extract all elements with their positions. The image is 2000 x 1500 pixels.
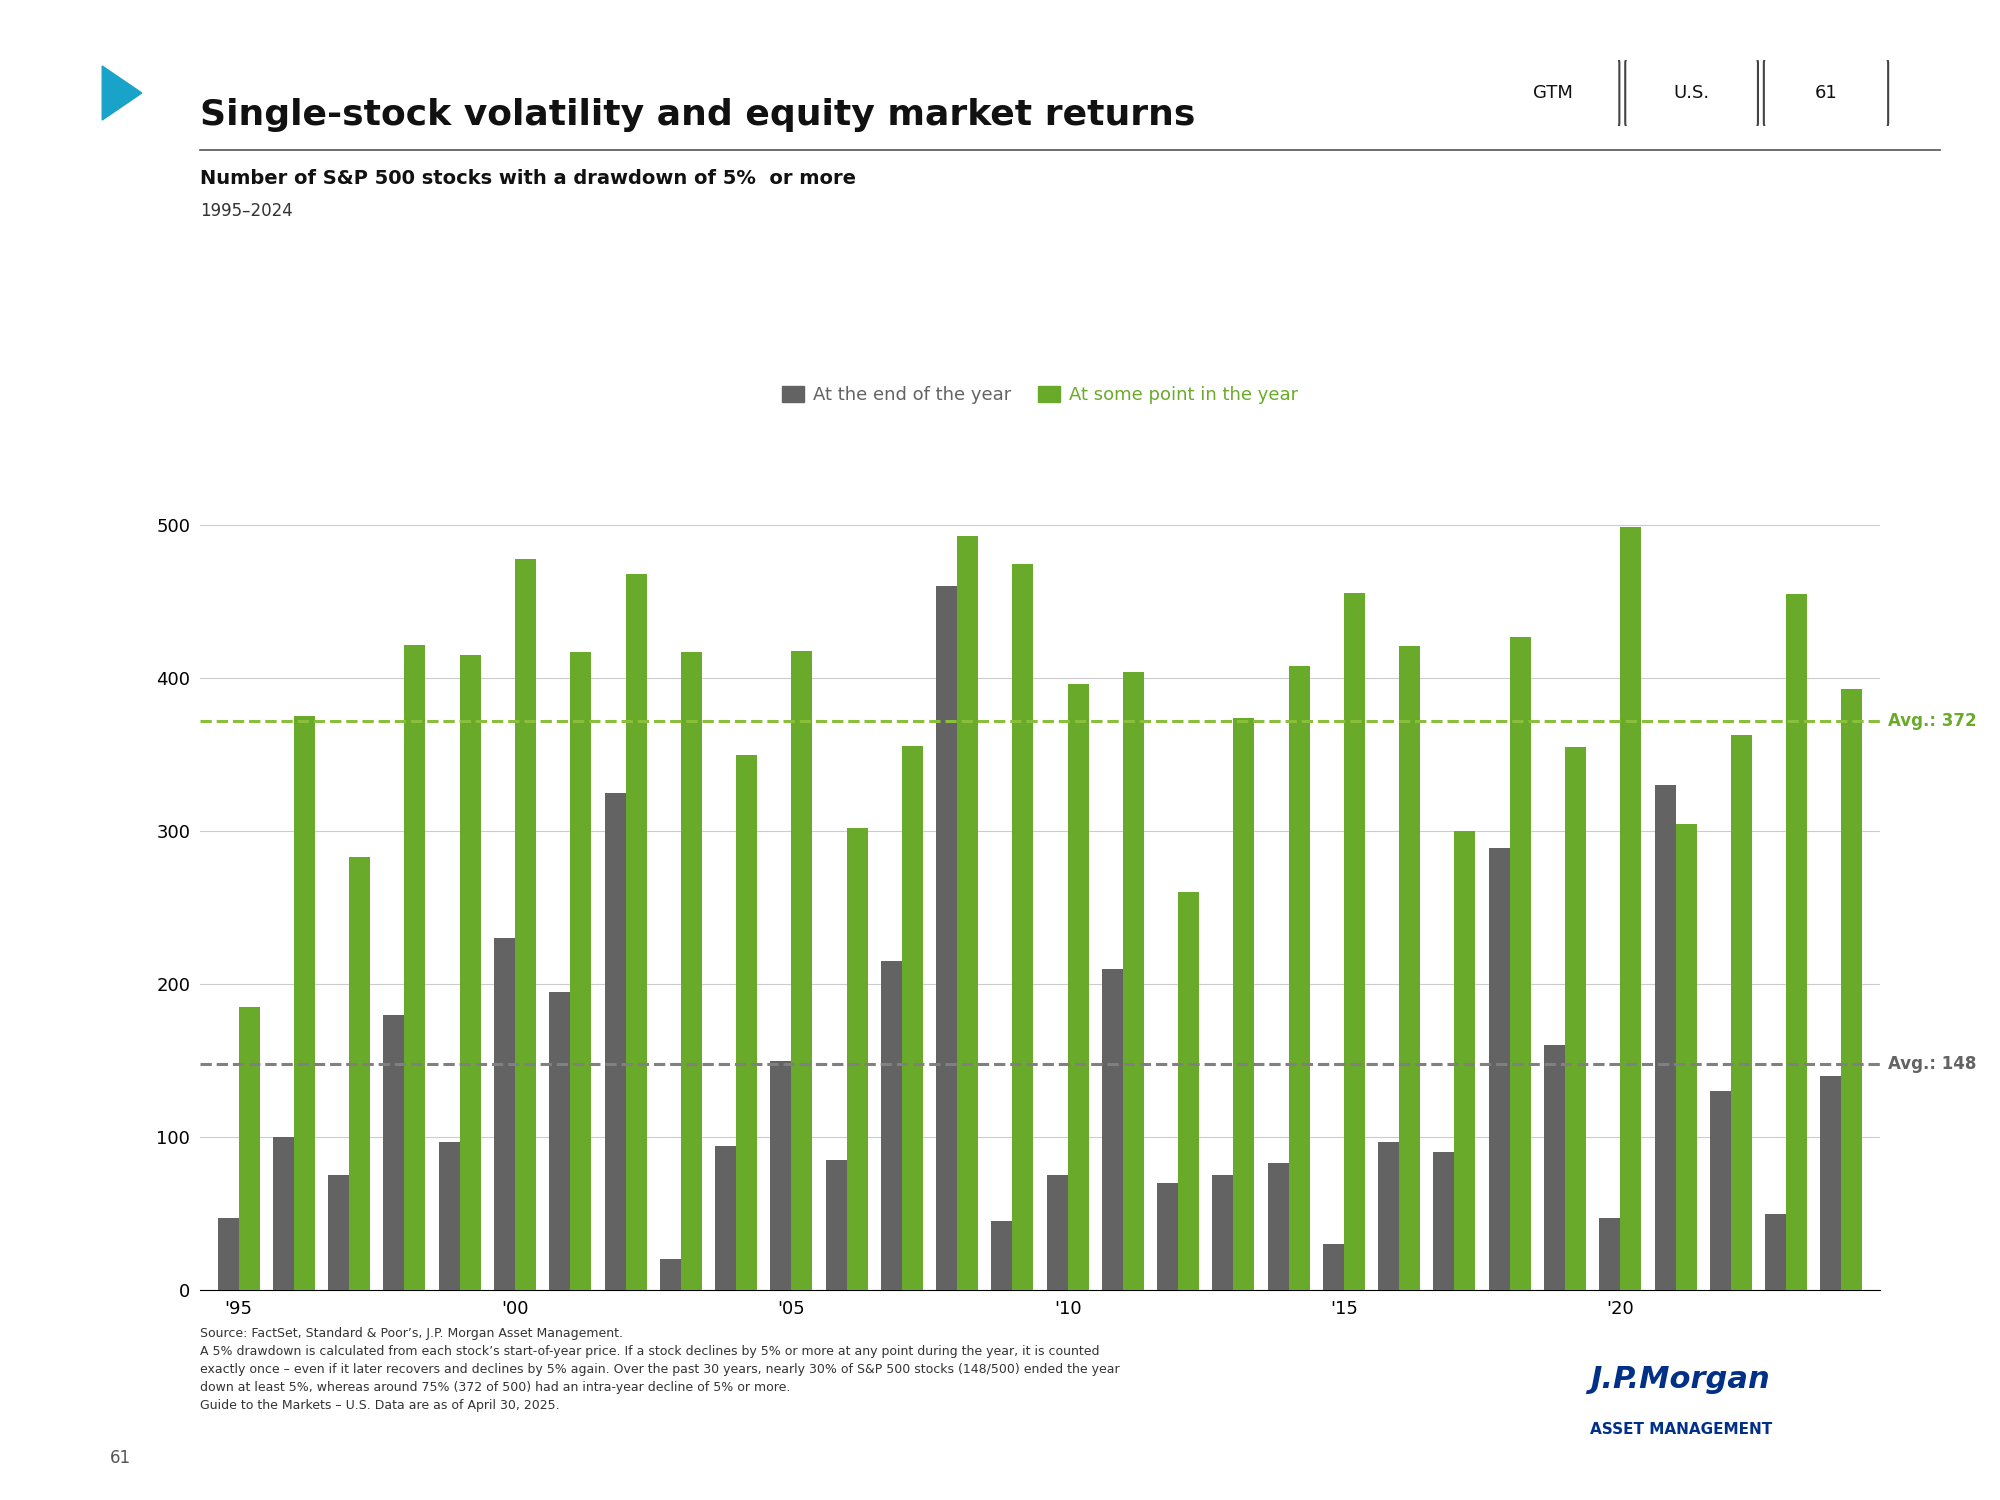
Bar bbox=[1710, 1090, 1730, 1290]
Bar bbox=[550, 992, 570, 1290]
Bar bbox=[1454, 831, 1476, 1290]
Bar bbox=[660, 1260, 680, 1290]
Bar bbox=[1122, 672, 1144, 1290]
Bar bbox=[1378, 1142, 1400, 1290]
Bar bbox=[494, 938, 514, 1290]
Bar bbox=[1268, 1162, 1288, 1290]
Bar bbox=[1102, 969, 1122, 1290]
Bar bbox=[1730, 735, 1752, 1290]
Bar bbox=[1322, 1244, 1344, 1290]
Bar bbox=[1012, 564, 1034, 1290]
Text: U.S.: U.S. bbox=[1674, 84, 1710, 102]
Text: Investing Principles: Investing Principles bbox=[56, 765, 72, 915]
Bar bbox=[404, 645, 426, 1290]
Bar bbox=[736, 754, 758, 1290]
Bar bbox=[958, 536, 978, 1290]
Bar bbox=[1488, 847, 1510, 1290]
Text: 1995–2024: 1995–2024 bbox=[200, 202, 292, 220]
Bar bbox=[826, 1160, 846, 1290]
Bar bbox=[1068, 684, 1088, 1290]
Bar bbox=[516, 560, 536, 1290]
Text: Number of S&P 500 stocks with a drawdown of 5%  or more: Number of S&P 500 stocks with a drawdown… bbox=[200, 170, 856, 189]
Bar bbox=[294, 717, 314, 1290]
Bar bbox=[438, 1142, 460, 1290]
Bar bbox=[1766, 1214, 1786, 1290]
Bar bbox=[604, 794, 626, 1290]
Bar bbox=[1544, 1046, 1564, 1290]
Bar bbox=[218, 1218, 238, 1290]
Bar bbox=[1510, 638, 1530, 1290]
Bar bbox=[992, 1221, 1012, 1290]
Text: Avg.: 372: Avg.: 372 bbox=[1888, 712, 1976, 730]
Bar bbox=[770, 1060, 792, 1290]
Bar bbox=[384, 1014, 404, 1290]
Bar bbox=[238, 1007, 260, 1290]
Bar bbox=[716, 1146, 736, 1290]
Bar bbox=[902, 746, 922, 1290]
Bar bbox=[1842, 688, 1862, 1290]
Bar bbox=[570, 652, 592, 1290]
FancyBboxPatch shape bbox=[1764, 58, 1888, 128]
Bar bbox=[1564, 747, 1586, 1290]
Bar bbox=[1400, 646, 1420, 1290]
Polygon shape bbox=[102, 66, 142, 120]
Bar bbox=[1178, 892, 1200, 1290]
Bar bbox=[936, 586, 958, 1290]
Bar bbox=[1620, 526, 1642, 1290]
Text: ASSET MANAGEMENT: ASSET MANAGEMENT bbox=[1590, 1422, 1772, 1437]
Bar bbox=[1820, 1076, 1842, 1290]
Bar bbox=[460, 656, 480, 1290]
Bar bbox=[626, 574, 646, 1290]
Bar bbox=[792, 651, 812, 1290]
Legend: At the end of the year, At some point in the year: At the end of the year, At some point in… bbox=[774, 378, 1306, 411]
Text: GTM: GTM bbox=[1534, 84, 1572, 102]
Bar bbox=[680, 652, 702, 1290]
Text: 61: 61 bbox=[1814, 84, 1838, 102]
Text: Avg.: 148: Avg.: 148 bbox=[1888, 1054, 1976, 1072]
Bar bbox=[846, 828, 868, 1290]
Bar bbox=[350, 856, 370, 1290]
Bar bbox=[1234, 718, 1254, 1290]
Bar bbox=[1288, 666, 1310, 1290]
Bar bbox=[1434, 1152, 1454, 1290]
Bar bbox=[880, 962, 902, 1290]
Bar bbox=[1344, 592, 1364, 1290]
Text: 61: 61 bbox=[110, 1449, 132, 1467]
Text: J.P.Morgan: J.P.Morgan bbox=[1590, 1365, 1770, 1394]
Bar bbox=[1676, 824, 1696, 1290]
Bar bbox=[1600, 1218, 1620, 1290]
Bar bbox=[1654, 786, 1676, 1290]
Bar bbox=[1212, 1176, 1234, 1290]
Text: Source: FactSet, Standard & Poor’s, J.P. Morgan Asset Management.
A 5% drawdown : Source: FactSet, Standard & Poor’s, J.P.… bbox=[200, 1328, 1120, 1413]
Bar bbox=[328, 1176, 350, 1290]
FancyBboxPatch shape bbox=[1626, 58, 1758, 128]
FancyBboxPatch shape bbox=[1486, 58, 1620, 128]
Text: Single-stock volatility and equity market returns: Single-stock volatility and equity marke… bbox=[200, 98, 1196, 132]
Bar bbox=[1786, 594, 1808, 1290]
Bar bbox=[1046, 1176, 1068, 1290]
Bar bbox=[1158, 1184, 1178, 1290]
Bar bbox=[272, 1137, 294, 1290]
